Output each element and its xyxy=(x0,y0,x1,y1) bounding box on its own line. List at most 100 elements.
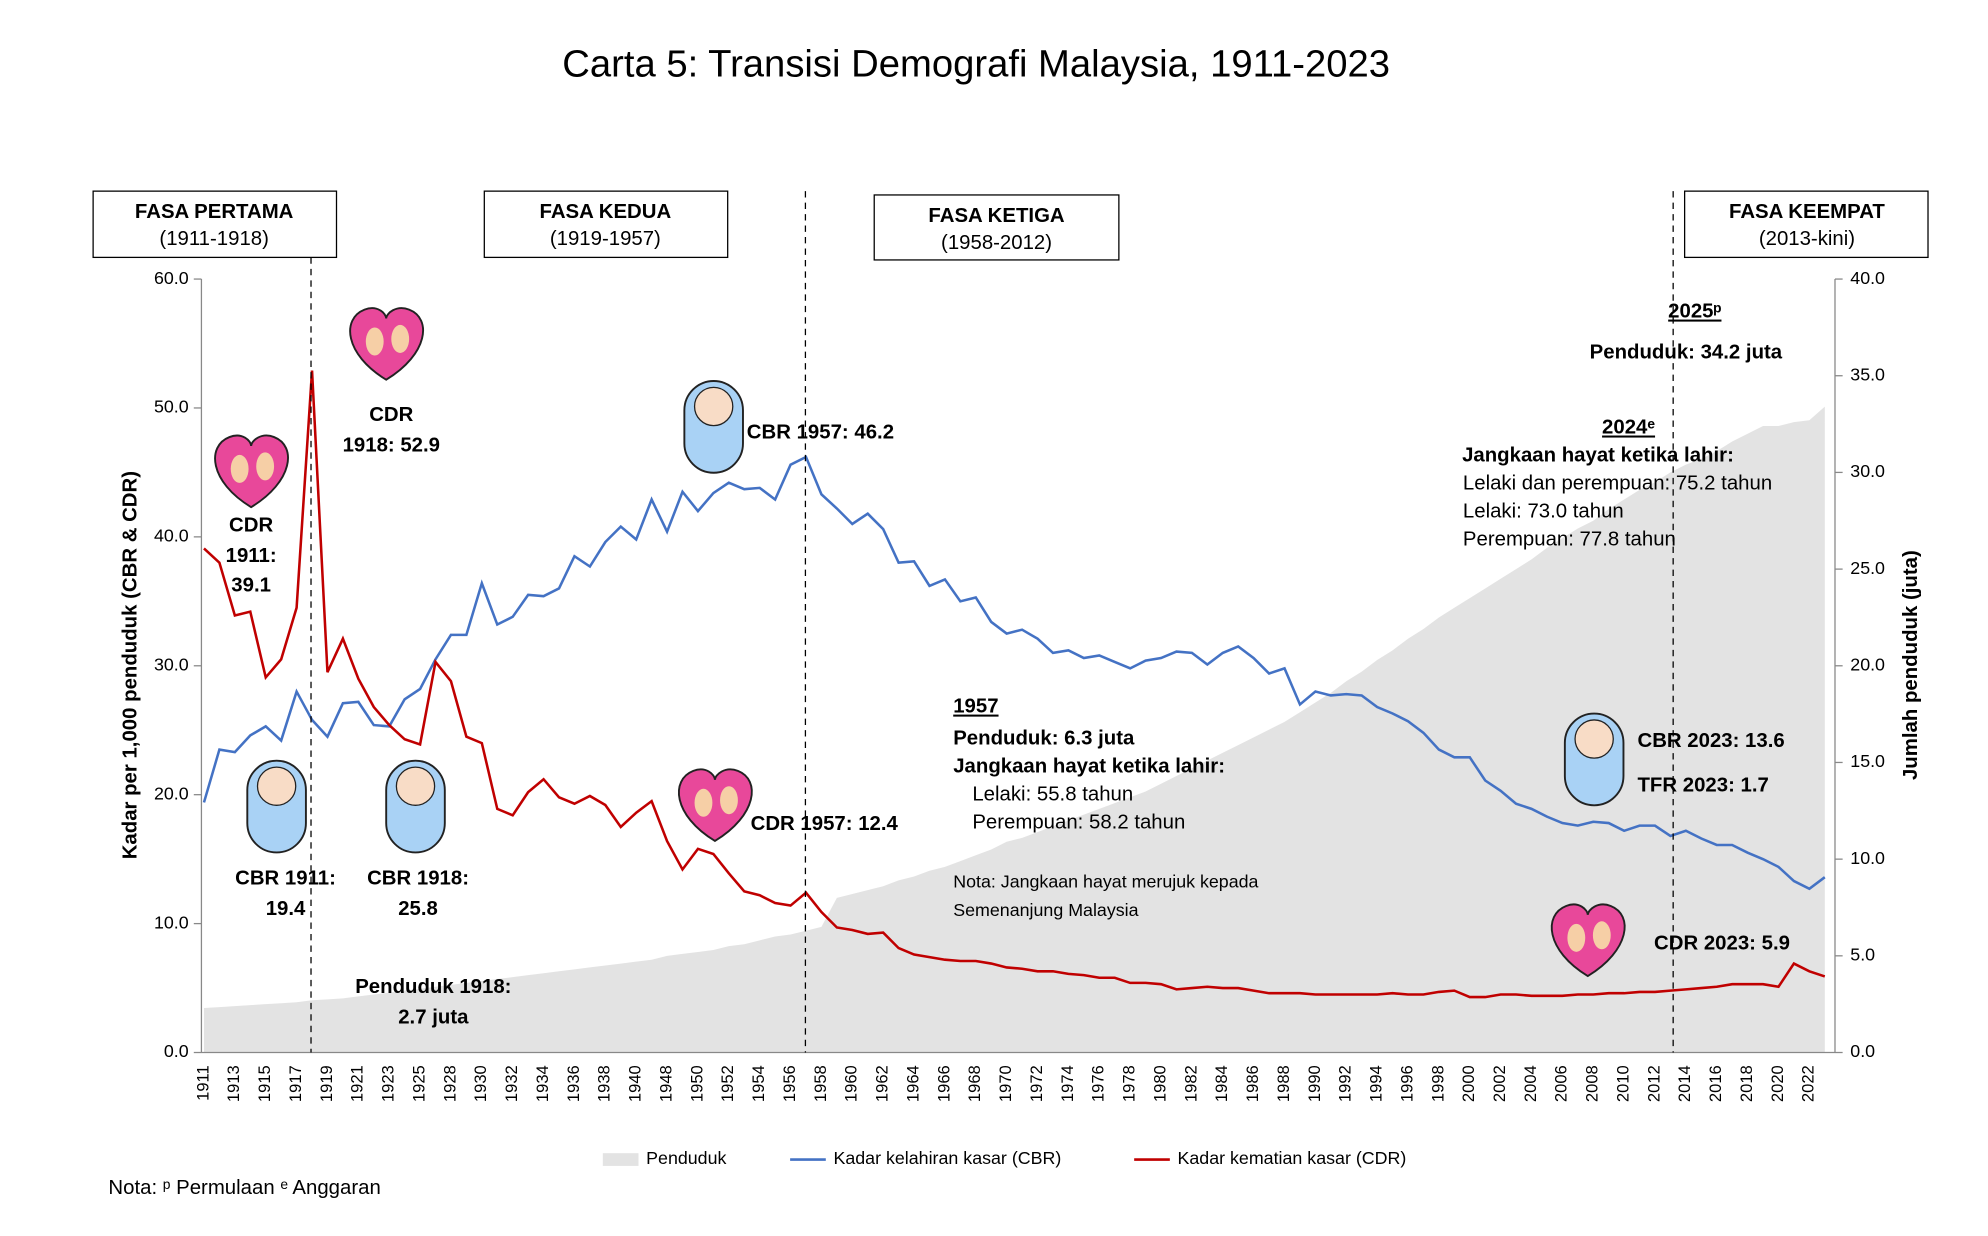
chart-title: Carta 5: Transisi Demografi Malaysia, 19… xyxy=(562,42,1390,85)
annotation: Nota: Jangkaan hayat merujuk kepada xyxy=(953,872,1258,892)
x-tick-label: 1954 xyxy=(749,1065,768,1102)
baby-icon xyxy=(246,759,307,854)
phase-years: (1958-2012) xyxy=(941,232,1052,254)
x-tick-label: 1978 xyxy=(1120,1065,1139,1102)
annotation: 19.4 xyxy=(266,898,306,920)
y2-tick-label: 40.0 xyxy=(1850,268,1885,288)
x-tick-label: 1980 xyxy=(1150,1065,1169,1102)
annotation: CDR xyxy=(229,515,273,537)
plot-area: 0.0 10.0 20.0 30.0 40.0 50.0 60.0 0.0 5.0 10.0 15.… xyxy=(154,268,1885,1102)
annotation: TFR 2023: 1.7 xyxy=(1637,775,1768,797)
phase-name: FASA KEDUA xyxy=(540,201,672,223)
y-axis-title: Kadar per 1,000 penduduk (CBR & CDR) xyxy=(120,471,142,859)
x-tick-label: 1940 xyxy=(626,1065,645,1102)
x-tick-label: 2014 xyxy=(1675,1065,1694,1102)
x-tick-label: 1923 xyxy=(379,1065,398,1102)
annotation: Jangkaan hayat ketika lahir: xyxy=(1462,445,1734,467)
y2-tick-label: 35.0 xyxy=(1850,364,1885,384)
x-tick-label: 1998 xyxy=(1428,1065,1447,1102)
annotation: Penduduk: 34.2 juta xyxy=(1590,341,1783,363)
x-tick-label: 1911 xyxy=(193,1065,212,1101)
annotation: CBR 1918: xyxy=(367,868,469,890)
phase-years: (1919-1957) xyxy=(550,228,661,250)
x-tick-label: 1982 xyxy=(1181,1065,1200,1102)
heart-icon xyxy=(1550,903,1626,978)
x-tick-label: 1928 xyxy=(440,1065,459,1102)
heart-icon xyxy=(214,434,289,509)
annotation: Perempuan: 58.2 tahun xyxy=(972,812,1185,834)
baby-icon xyxy=(683,380,744,474)
y2-tick-label: 0.0 xyxy=(1850,1041,1875,1061)
x-tick-label: 1930 xyxy=(471,1065,490,1102)
baby-icon xyxy=(385,759,446,854)
legend-label: Penduduk xyxy=(646,1148,726,1168)
x-tick-label: 1915 xyxy=(255,1065,274,1102)
y-tick-label: 50.0 xyxy=(154,397,189,417)
y2-tick-label: 15.0 xyxy=(1850,751,1885,771)
annotation: Lelaki: 73.0 tahun xyxy=(1463,501,1624,523)
x-tick-label: 1956 xyxy=(780,1065,799,1102)
annotation: Penduduk 1918: xyxy=(355,976,511,998)
y2-tick-label: 20.0 xyxy=(1850,654,1885,674)
phase-name: FASA KEEMPAT xyxy=(1729,201,1885,223)
heart-icon xyxy=(349,307,424,381)
x-tick-label: 1988 xyxy=(1274,1065,1293,1102)
x-tick-label: 2008 xyxy=(1583,1065,1602,1102)
phase-name: FASA KETIGA xyxy=(928,205,1065,227)
x-tick-label: 1921 xyxy=(348,1065,367,1102)
x-tick-label: 1986 xyxy=(1243,1065,1262,1102)
x-tick-label: 1936 xyxy=(564,1065,583,1102)
x-tick-label: 1994 xyxy=(1367,1065,1386,1102)
legend-swatch xyxy=(602,1153,639,1166)
series-line xyxy=(202,455,1826,891)
x-tick-label: 1964 xyxy=(903,1065,922,1102)
legend: Penduduk Kadar kelahiran kasar (CBR) Kadar… xyxy=(602,1148,1406,1168)
annotation: Perempuan: 77.8 tahun xyxy=(1463,529,1676,551)
y2-tick-label: 5.0 xyxy=(1850,945,1875,965)
x-tick-label: 2002 xyxy=(1490,1065,1509,1102)
y2-tick-label: 10.0 xyxy=(1850,848,1885,868)
annotation: 2025ᵖ xyxy=(1668,301,1721,323)
x-tick-label: 2006 xyxy=(1552,1065,1571,1102)
x-tick-label: 2022 xyxy=(1799,1065,1818,1102)
y2-tick-label: 25.0 xyxy=(1850,558,1885,578)
phase-name: FASA PERTAMA xyxy=(135,201,294,223)
annotation: 1911: xyxy=(226,545,277,567)
x-tick-label: 1960 xyxy=(842,1065,861,1102)
annotation: CBR 2023: 13.6 xyxy=(1637,730,1784,752)
x-tick-label: 1992 xyxy=(1336,1065,1355,1102)
annotation: 25.8 xyxy=(398,898,438,920)
x-tick-label: 2004 xyxy=(1521,1065,1540,1102)
y-tick-label: 10.0 xyxy=(154,912,189,932)
baby-icon xyxy=(1563,712,1625,807)
x-tick-label: 1968 xyxy=(965,1065,984,1102)
x-tick-label: 1934 xyxy=(533,1065,552,1102)
phase-box xyxy=(1683,190,1929,259)
annotation: CDR 2023: 5.9 xyxy=(1654,933,1790,955)
x-tick-label: 1970 xyxy=(996,1065,1015,1102)
x-tick-label: 2016 xyxy=(1706,1065,1725,1102)
annotation: CDR xyxy=(369,404,413,426)
annotation: CDR 1957: 12.4 xyxy=(751,813,899,835)
x-tick-label: 2020 xyxy=(1768,1065,1787,1102)
x-tick-label: 1962 xyxy=(873,1065,892,1102)
x-tick-label: 2000 xyxy=(1459,1065,1478,1102)
x-tick-label: 1932 xyxy=(502,1065,521,1102)
x-tick-label: 1966 xyxy=(934,1065,953,1102)
x-tick-label: 2012 xyxy=(1644,1065,1663,1102)
annotation: Lelaki: 55.8 tahun xyxy=(972,784,1133,806)
annotation: CBR 1911: xyxy=(235,868,336,890)
phase-years: (2013-kini) xyxy=(1759,228,1855,250)
x-tick-label: 1925 xyxy=(409,1065,428,1102)
x-tick-label: 1972 xyxy=(1027,1065,1046,1102)
y2-tick-label: 30.0 xyxy=(1850,461,1885,481)
annotation: CBR 1957: 46.2 xyxy=(747,422,894,444)
annotation: 2.7 juta xyxy=(398,1006,469,1028)
y-tick-label: 40.0 xyxy=(154,526,189,546)
x-tick-label: 1950 xyxy=(687,1065,706,1102)
x-tick-label: 1984 xyxy=(1212,1065,1231,1102)
population-area xyxy=(203,406,1825,1053)
y-tick-label: 0.0 xyxy=(164,1041,189,1061)
